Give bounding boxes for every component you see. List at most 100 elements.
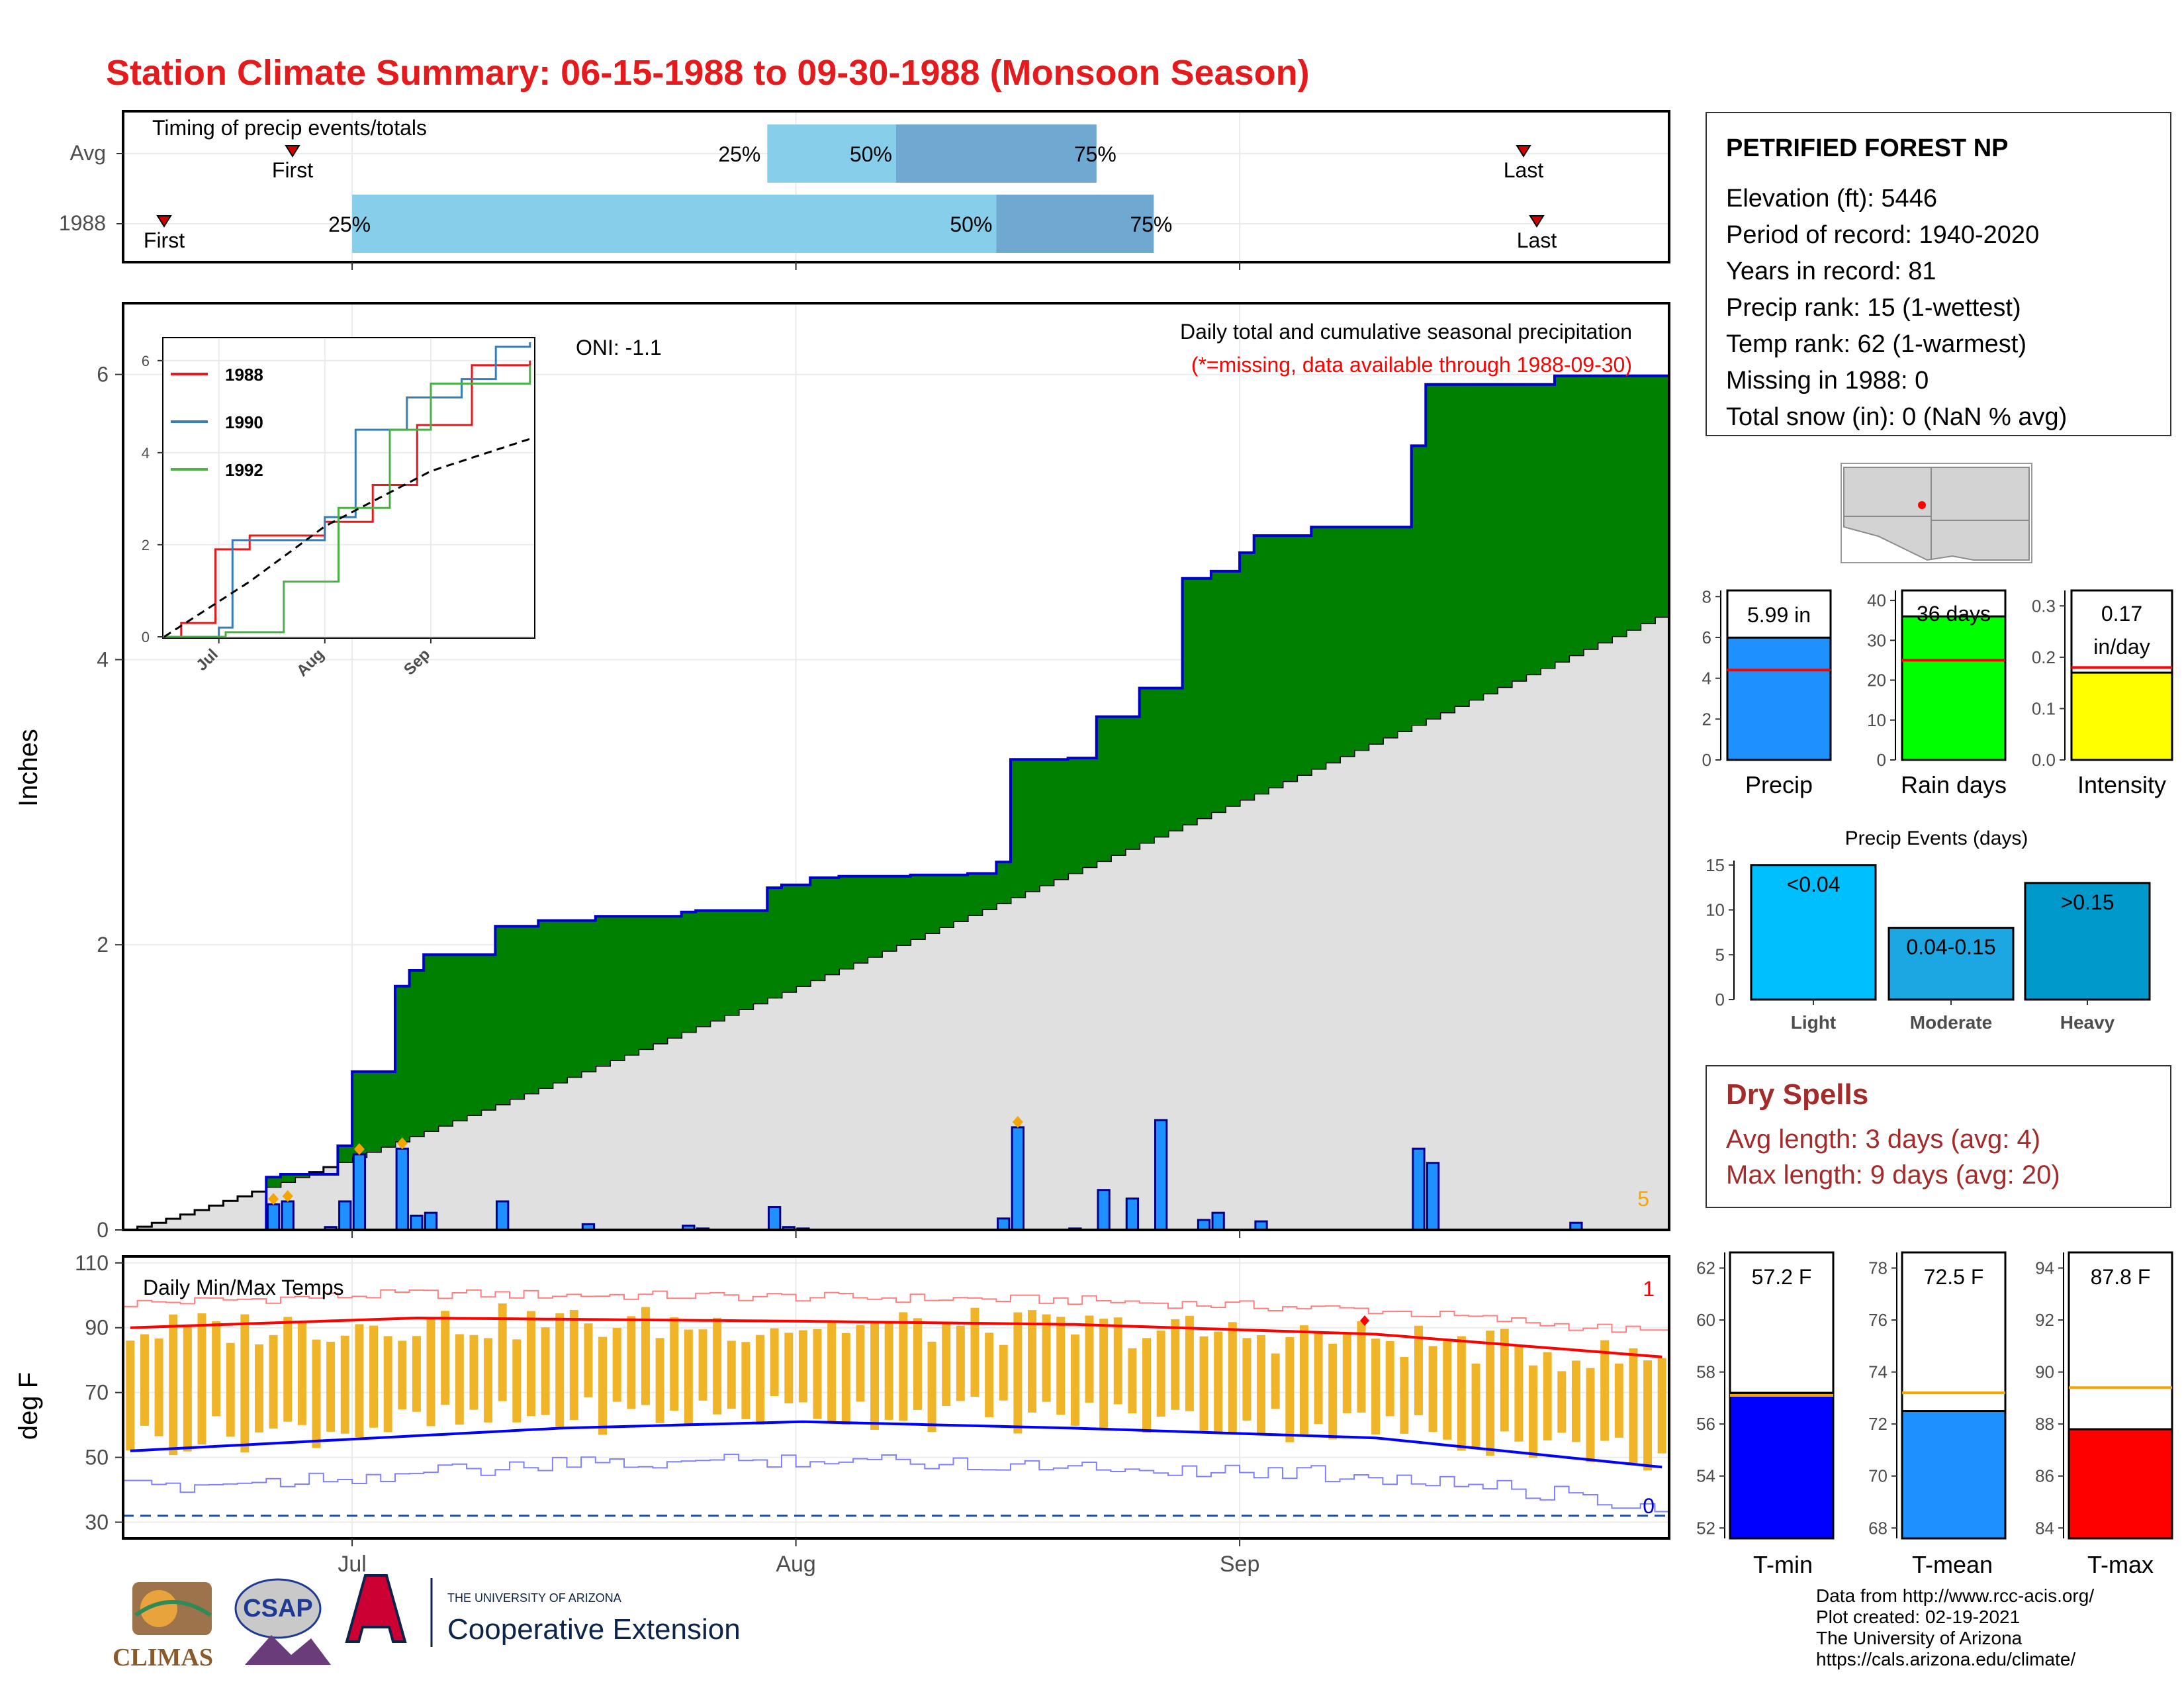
daily-temp-range-bar [355,1324,364,1437]
timing-panel: Timing of precip events/totals Avg 1988 … [59,110,1670,270]
temp-summary-ytick-label: 90 [2035,1362,2054,1382]
legend-label-1988: 1988 [225,365,263,385]
daily-temp-range-bar [1443,1340,1452,1440]
daily-temp-range-bar [326,1341,336,1432]
station-snow: Total snow (in): 0 (NaN % avg) [1726,403,2067,431]
temp-ytick-label: 90 [85,1316,109,1340]
inset-series-line [164,365,531,638]
daily-temp-range-bar [770,1328,779,1396]
station-info-frame [1706,112,2171,436]
daily-temp-range-bar [383,1336,392,1432]
daily-temp-range-bar [1600,1340,1610,1441]
inset-series-line [164,342,531,638]
daily-precip-bar [1211,1211,1225,1231]
daily-temp-range-bar [212,1321,221,1417]
daily-temp-range-bar [412,1336,421,1412]
timing-bar-25-50 [352,195,997,253]
daily-temp-range-bar [727,1340,736,1409]
temp-summary-ytick-label: 76 [1868,1310,1888,1330]
daily-temp-range-bar [1371,1338,1381,1434]
daily-temp-range-bar [140,1334,149,1426]
daily-precip-bar [266,1203,281,1231]
csap-logo[interactable]: CSAP [234,1578,331,1665]
daily-temp-range-bar [169,1314,178,1456]
daily-temp-range-bar [569,1310,578,1421]
oni-label: ONI: -1.1 [576,336,662,359]
dry-spells-box: Dry Spells Avg length: 3 days (avg: 4) M… [1706,1065,2171,1208]
ua-logo-small-text: THE UNIVERSITY OF ARIZONA [447,1591,621,1605]
temp-panel: 110 90 70 50 30 Jul Aug Sep Daily Min/Max Temp… [14,1251,1670,1577]
daily-precip-bar [1412,1147,1426,1231]
events-ytick-label: 5 [1715,945,1725,964]
daily-temp-range-bar [1500,1329,1509,1432]
station-period: Period of record: 1940-2020 [1726,221,2039,249]
daily-temp-range-bar [655,1338,664,1423]
daily-temp-range-bar [541,1327,550,1415]
legend-label-1990: 1990 [225,412,263,432]
missing-count-label: 5 [1637,1187,1649,1211]
summary-intensity-chart: 0.0 0.1 0.2 0.3 0.17 in/day [2032,589,2173,770]
summary-tmax-label: T-max [2087,1551,2154,1578]
temp-summary-ytick-label: 54 [1696,1466,1715,1486]
station-location-dot [1918,501,1926,509]
daily-temp-range-bar [1142,1338,1152,1433]
timing-bars: First Last 25% 50% 75% First Last 25% 50% 75% [116,124,1557,270]
temp-y-axis: 110 90 70 50 30 [75,1251,123,1534]
timing-bar-50-75 [896,124,1097,183]
daily-temp-range-bar [927,1341,936,1432]
daily-precip-bar [1197,1219,1211,1231]
daily-temp-range-bar [1285,1336,1295,1442]
events-category-label: Heavy [2060,1012,2115,1033]
temp-summary-ytick-label: 56 [1696,1414,1715,1434]
summary-ytick-label: 40 [1867,590,1886,610]
timing-p50-label: 50% [850,142,892,166]
daily-temp-range-bar [1228,1322,1237,1434]
daily-temp-range-bar [1385,1340,1394,1417]
extreme-event-marker [353,1143,365,1155]
timing-bar-25-50 [767,124,896,183]
daily-temp-range-bar [484,1338,493,1423]
daily-temp-range-bar [1156,1331,1165,1417]
daily-temp-range-bar [1328,1343,1338,1440]
temp-ytick-label: 50 [85,1446,109,1470]
ua-cooperative-extension-logo[interactable]: THE UNIVERSITY OF ARIZONA Cooperative Ex… [345,1574,741,1647]
daily-temp-range-bar [441,1311,450,1405]
daily-temp-range-bar [1070,1335,1079,1426]
footer-url: https://cals.arizona.edu/climate/ [1816,1649,2075,1669]
temp-y-axis-label: deg F [14,1372,43,1440]
daily-temp-range-bar [584,1323,593,1397]
footer-institution: The University of Arizona [1816,1628,2023,1648]
station-temp-rank: Temp rank: 62 (1-warmest) [1726,330,2026,358]
daily-temp-range-bar [1428,1346,1437,1432]
timing-p75-label: 75% [1130,212,1172,236]
daily-precip-bar [1125,1197,1140,1231]
temp-summary-fill [1901,1410,2007,1540]
inset-ytick-label: 2 [142,537,150,553]
events-bar [2024,882,2151,1001]
daily-temp-range-bar [598,1336,608,1435]
daily-temp-range-bar [1657,1358,1666,1454]
record-high-count: 1 [1643,1277,1655,1301]
daily-temp-range-bar [1357,1321,1366,1413]
temp-summary-ytick-label: 84 [2035,1518,2054,1538]
climas-logo-wave [134,1600,212,1617]
temp-summary-value-label: 87.8 F [2091,1265,2151,1289]
daily-temp-range-bar [670,1317,679,1411]
daily-temp-range-bar [283,1317,293,1422]
summary-precip-chart: 0 2 4 6 8 5.99 in [1702,586,1832,770]
temp-ytick-label: 30 [85,1511,109,1534]
timing-last-marker-label: Last [1517,228,1557,252]
daily-temp-range-bar [369,1325,379,1428]
daily-temp-range-bar [226,1342,235,1437]
timing-row-label-avg: Avg [69,141,106,165]
climas-logo[interactable]: CLIMAS [113,1582,213,1671]
daily-temp-range-bar [1013,1312,1023,1434]
summary-ytick-label: 4 [1702,669,1711,688]
daily-temp-range-bar [1486,1331,1495,1456]
dry-spells-max: Max length: 9 days (avg: 20) [1726,1160,2060,1190]
precip-ytick-label: 6 [97,363,109,387]
daily-temp-range-bar [798,1330,807,1403]
daily-temp-range-bar [1414,1325,1423,1415]
temp-panel-bg [123,1256,1669,1538]
daily-temp-range-bar [1199,1336,1208,1431]
